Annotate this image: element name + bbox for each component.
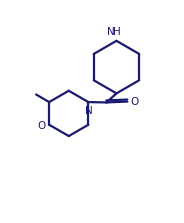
Text: N: N (84, 106, 92, 116)
Text: O: O (38, 121, 46, 131)
Text: H: H (113, 27, 120, 37)
Text: N: N (107, 27, 115, 37)
Text: O: O (131, 97, 139, 107)
